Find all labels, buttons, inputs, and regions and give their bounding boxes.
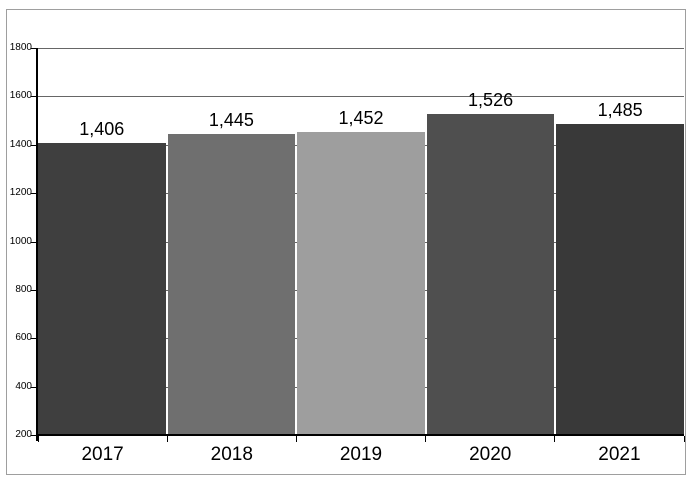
- y-ticklabel-400: 400: [15, 380, 32, 392]
- bar-2018: 1,445: [167, 110, 296, 435]
- x-label-2017: 2017: [81, 444, 124, 465]
- x-axis-category-labels: 2017 2018 2019 2020 2021: [38, 444, 684, 466]
- y-ticklabel-1800: 1800: [9, 42, 32, 53]
- y-tickmark-400: [31, 386, 36, 388]
- bar-2019: 1,452: [297, 108, 425, 435]
- x-tickmark-3: [425, 436, 427, 442]
- x-axis-tickmarks: [37, 435, 685, 443]
- y-tickmark-600: [31, 338, 36, 340]
- gridline-1600: [38, 96, 684, 98]
- y-tickmark-1800: [31, 48, 36, 49]
- bar-2021: 1,485: [556, 100, 684, 435]
- x-tickmark-4: [554, 436, 556, 442]
- x-label-2019: 2019: [339, 444, 383, 465]
- bar-value-label-2018: 1,445: [208, 109, 254, 130]
- bar-2017: 1,406: [38, 119, 166, 435]
- y-ticklabel-800: 800: [15, 283, 32, 295]
- y-tickmark-1400: [31, 144, 36, 146]
- y-tickmark-200: [31, 435, 36, 436]
- bar-value-label-2021: 1,485: [597, 100, 643, 121]
- y-ticklabel-1600: 1600: [9, 90, 32, 102]
- x-label-2021: 2021: [598, 444, 641, 465]
- bar-value-label-2020: 1,526: [468, 90, 514, 111]
- x-tickmark-2: [295, 436, 297, 442]
- y-ticklabel-1400: 1400: [9, 138, 32, 150]
- bar-2020: 1,526: [426, 90, 555, 435]
- y-ticklabel-200: 200: [15, 429, 32, 440]
- bar-value-label-2017: 1,406: [79, 119, 125, 140]
- gridline-1800: [38, 48, 684, 49]
- y-tickmark-1600: [31, 96, 36, 98]
- y-ticklabel-1200: 1200: [9, 187, 32, 199]
- x-tickmark-1: [166, 436, 168, 442]
- x-tickmark-5: [683, 436, 685, 442]
- x-label-2018: 2018: [210, 444, 253, 465]
- x-tickmark-0: [37, 436, 39, 442]
- bar-series: 1,406 1,445 1,452 1,526 1,485: [38, 48, 684, 435]
- plot-area: 1,406 1,445 1,452 1,526 1,485 2017 2018 2019 20…: [31, 48, 685, 465]
- bar-value-label-2019: 1,452: [338, 108, 384, 129]
- x-axis-line: [36, 434, 684, 436]
- y-ticklabel-600: 600: [15, 332, 32, 344]
- x-label-2020: 2020: [469, 444, 512, 465]
- y-tickmark-1200: [31, 193, 36, 195]
- y-tickmark-800: [31, 289, 36, 291]
- y-tickmark-1000: [31, 241, 36, 243]
- y-axis-line: [36, 48, 38, 441]
- y-ticklabel-1000: 1000: [9, 235, 32, 247]
